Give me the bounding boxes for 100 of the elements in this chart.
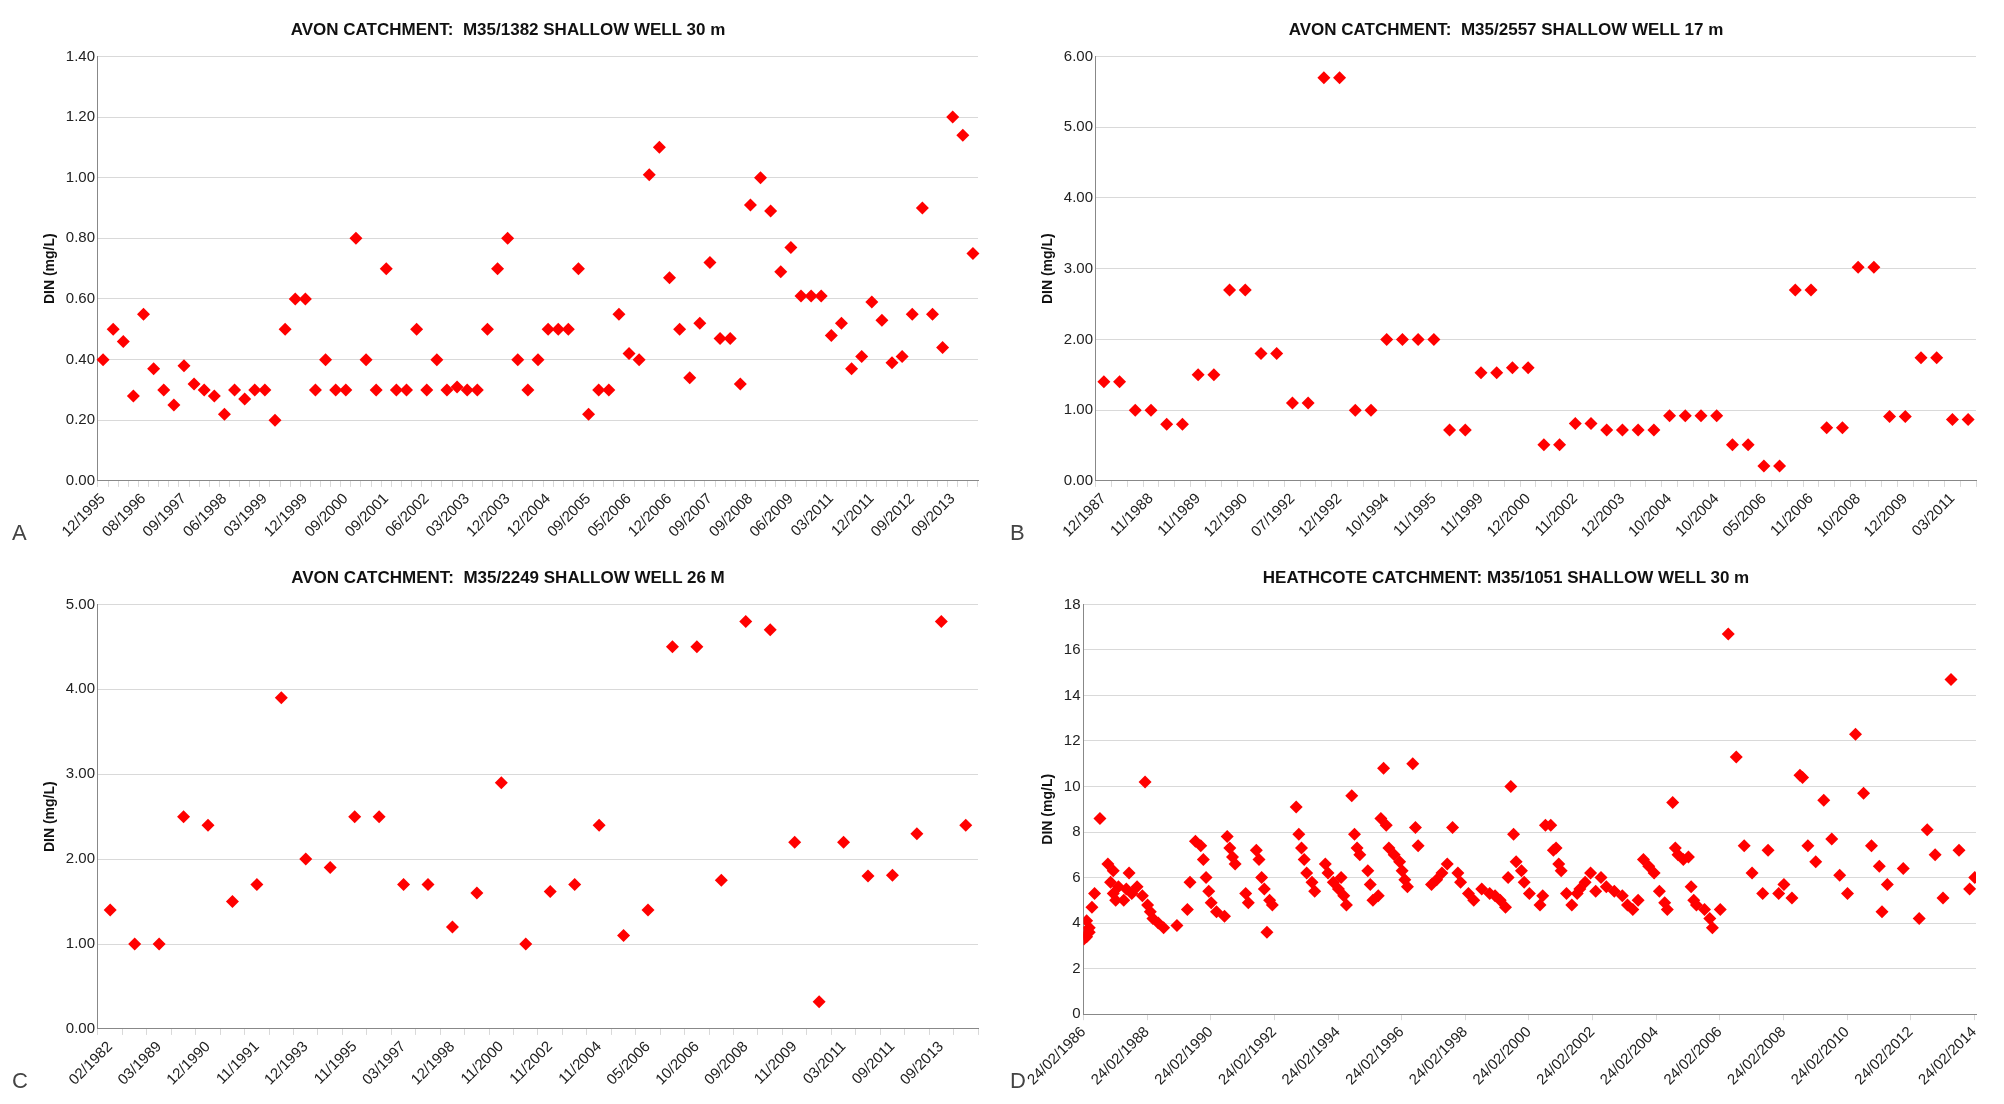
y-tick-label: 5.00: [65, 594, 95, 612]
y-axis-title: DIN (mg/L): [1039, 233, 1056, 305]
point: [1945, 412, 1959, 426]
point: [1097, 375, 1111, 389]
y-tick-label: 1.20: [65, 107, 95, 125]
point: [1411, 332, 1425, 346]
point: [397, 878, 411, 892]
point: [1333, 71, 1347, 85]
point: [934, 614, 948, 628]
point: [1615, 423, 1629, 437]
y-axis-title: DIN (mg/L): [41, 233, 58, 305]
point: [1584, 417, 1598, 431]
point: [1238, 283, 1252, 297]
point: [812, 995, 826, 1009]
point: [592, 818, 606, 832]
point: [1160, 417, 1174, 431]
y-tick-label: 1.00: [65, 167, 95, 185]
y-tick-label: 8: [1072, 822, 1081, 840]
point: [323, 861, 337, 875]
y-tick-label: 3.00: [65, 764, 95, 782]
point: [1678, 409, 1692, 423]
chart-title: AVON CATCHMENT: M35/2249 SHALLOW WELL 26 M: [291, 567, 725, 587]
point: [690, 640, 704, 654]
point: [1443, 423, 1457, 437]
point: [1427, 332, 1441, 346]
y-tick-label: 0.20: [65, 410, 95, 428]
y-tick-label: 5.00: [1063, 117, 1093, 135]
y-tick-label: 0: [1072, 1004, 1081, 1022]
y-tick-label: 0.00: [65, 471, 95, 489]
point: [1175, 417, 1189, 431]
point: [739, 614, 753, 628]
point: [1285, 396, 1299, 410]
point: [1317, 71, 1331, 85]
point: [1631, 423, 1645, 437]
point: [641, 903, 655, 917]
y-axis-title: DIN (mg/L): [41, 781, 58, 853]
y-tick-label: 6: [1072, 867, 1081, 885]
point: [1568, 417, 1582, 431]
point: [1395, 332, 1409, 346]
point: [1128, 403, 1142, 417]
point: [1788, 283, 1802, 297]
point: [1144, 403, 1158, 417]
point: [1757, 459, 1771, 473]
point: [201, 818, 215, 832]
point: [1930, 351, 1944, 365]
point: [714, 873, 728, 887]
y-tick-label: 4.00: [65, 679, 95, 697]
y-tick-label: 4.00: [1063, 188, 1093, 206]
point: [861, 869, 875, 883]
y-tick-label: 1.00: [65, 934, 95, 952]
y-tick-label: 2.00: [65, 849, 95, 867]
y-tick-label: 6.00: [1063, 46, 1093, 64]
point: [1663, 409, 1677, 423]
y-axis-title: DIN (mg/L): [1039, 773, 1056, 845]
point: [1694, 409, 1708, 423]
point: [1301, 396, 1315, 410]
point: [103, 903, 117, 917]
y-tick-label: 0.00: [65, 1019, 95, 1037]
point: [1867, 260, 1881, 274]
point: [617, 929, 631, 943]
point: [519, 937, 533, 951]
y-tick-label: 0.60: [65, 289, 95, 307]
point: [1914, 351, 1928, 365]
chart-title: AVON CATCHMENT: M35/1382 SHALLOW WELL 30 m: [290, 19, 726, 39]
point: [421, 878, 435, 892]
point: [250, 878, 264, 892]
point: [1773, 459, 1787, 473]
y-tick-label: 12: [1063, 731, 1081, 749]
text: C: [12, 1068, 28, 1093]
point: [885, 868, 899, 882]
point: [1490, 366, 1504, 380]
point: [1474, 366, 1488, 380]
point: [372, 810, 386, 824]
y-tick-label: 3.00: [1063, 258, 1093, 276]
y-tick-label: 1.40: [65, 46, 95, 64]
y-tick-label: 0.40: [65, 349, 95, 367]
point: [1804, 283, 1818, 297]
point: [1725, 438, 1739, 452]
y-tick-label: 14: [1063, 685, 1081, 703]
point: [1898, 410, 1912, 424]
point: [1537, 438, 1551, 452]
y-tick-label: 16: [1063, 640, 1081, 658]
y-tick-label: 10: [1063, 776, 1081, 794]
point: [1207, 368, 1221, 382]
point: [1254, 347, 1268, 361]
point: [1647, 423, 1661, 437]
y-tick-label: 2: [1072, 958, 1081, 976]
point: [837, 835, 851, 849]
point: [177, 810, 191, 824]
point: [1553, 438, 1567, 452]
text: D: [1010, 1068, 1026, 1093]
point: [1820, 421, 1834, 435]
y-tick-label: 2.00: [1063, 329, 1093, 347]
point: [788, 835, 802, 849]
point: [445, 920, 459, 934]
point: [128, 937, 142, 951]
y-tick-label: 0.00: [1063, 471, 1093, 489]
point: [1835, 421, 1849, 435]
point: [1223, 283, 1237, 297]
point: [1710, 409, 1724, 423]
